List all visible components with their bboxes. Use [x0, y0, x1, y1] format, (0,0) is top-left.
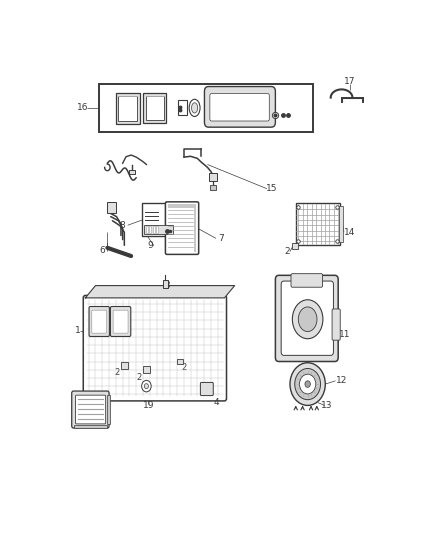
Bar [168, 204, 196, 207]
Polygon shape [85, 286, 235, 298]
Ellipse shape [189, 99, 200, 117]
Text: 15: 15 [266, 184, 278, 193]
Ellipse shape [191, 103, 198, 113]
Text: 9: 9 [147, 241, 153, 251]
Bar [99, 84, 313, 132]
Text: 7: 7 [218, 234, 224, 243]
Bar [177, 359, 183, 365]
Text: 2: 2 [284, 247, 290, 256]
Text: 12: 12 [336, 376, 347, 385]
Text: 2: 2 [136, 373, 141, 382]
Bar [162, 280, 168, 288]
FancyBboxPatch shape [113, 310, 128, 333]
Text: 10: 10 [166, 216, 178, 225]
Text: 11: 11 [339, 330, 351, 340]
Circle shape [145, 384, 148, 389]
Bar [143, 366, 150, 373]
Text: 14: 14 [344, 228, 356, 237]
Bar [178, 101, 187, 115]
Circle shape [290, 363, 325, 406]
FancyBboxPatch shape [281, 281, 333, 356]
Bar [146, 96, 164, 120]
Bar [74, 425, 107, 429]
Bar [293, 243, 298, 248]
Ellipse shape [293, 300, 323, 339]
FancyBboxPatch shape [210, 93, 269, 121]
Bar [156, 227, 158, 233]
Circle shape [141, 381, 151, 392]
FancyBboxPatch shape [339, 206, 343, 243]
FancyBboxPatch shape [205, 86, 276, 127]
Text: 19: 19 [143, 401, 155, 410]
FancyBboxPatch shape [332, 309, 340, 340]
Bar [146, 227, 148, 233]
FancyBboxPatch shape [92, 310, 107, 333]
FancyBboxPatch shape [75, 395, 106, 424]
Ellipse shape [298, 307, 317, 332]
Circle shape [295, 368, 321, 400]
Text: 4: 4 [213, 398, 219, 407]
Bar [107, 202, 116, 213]
Text: 5: 5 [76, 413, 81, 422]
Bar [107, 395, 110, 424]
FancyBboxPatch shape [200, 383, 213, 395]
Text: 13: 13 [321, 401, 332, 410]
Bar [209, 173, 217, 181]
Bar [296, 204, 340, 245]
Circle shape [305, 381, 311, 387]
Text: 16: 16 [77, 103, 88, 112]
FancyBboxPatch shape [89, 306, 110, 336]
Bar [142, 204, 175, 236]
Bar [144, 225, 173, 235]
Circle shape [300, 374, 316, 394]
Bar [130, 170, 135, 174]
FancyBboxPatch shape [166, 202, 199, 254]
FancyBboxPatch shape [291, 273, 322, 287]
Text: 1: 1 [75, 326, 81, 335]
Text: 3: 3 [164, 281, 170, 290]
Bar [116, 93, 140, 124]
FancyBboxPatch shape [110, 306, 131, 336]
FancyBboxPatch shape [72, 391, 109, 428]
Bar [149, 227, 152, 233]
Bar [118, 96, 137, 121]
FancyBboxPatch shape [83, 295, 226, 401]
Bar [121, 362, 128, 369]
Bar [210, 185, 215, 190]
Bar [143, 93, 166, 123]
FancyBboxPatch shape [276, 276, 338, 361]
Text: 8: 8 [120, 221, 126, 230]
Text: 6: 6 [99, 246, 105, 255]
Bar [194, 204, 196, 252]
Bar [152, 227, 155, 233]
Text: 17: 17 [344, 77, 356, 86]
Text: 2: 2 [182, 363, 187, 372]
Text: 2: 2 [114, 368, 120, 377]
